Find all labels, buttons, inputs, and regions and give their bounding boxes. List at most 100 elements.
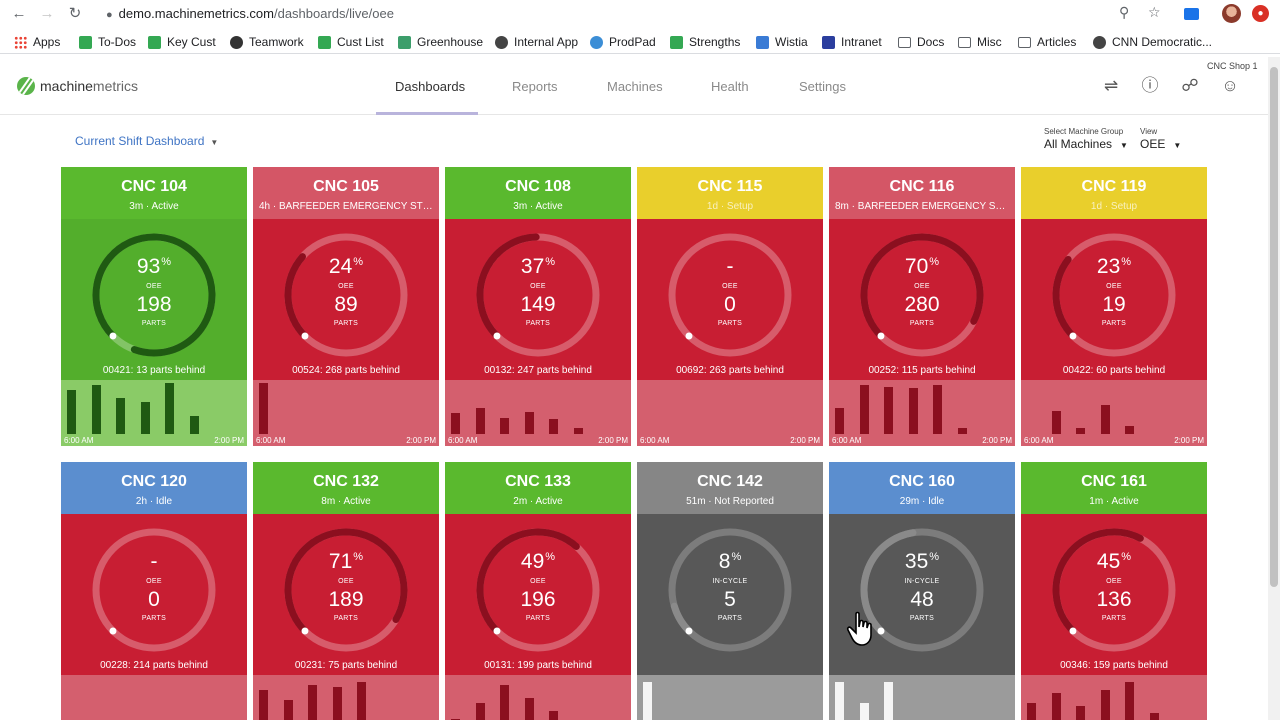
hour-bar [1076,706,1085,720]
bookmark-apps[interactable]: Apps [14,34,60,50]
bookmark-wistia[interactable]: Wistia [756,34,808,50]
gauge-start-dot [301,332,309,340]
machine-name[interactable]: CNC 119 [1081,178,1147,195]
bookmark-strengths[interactable]: Strengths [670,34,740,50]
bookmark-docs[interactable]: Docs [898,34,944,50]
machine-status: 51m · Not Reported [686,496,774,507]
hour-bar [283,700,293,720]
scrollbar[interactable] [1268,57,1280,720]
machine-card[interactable]: CNC 161 1m · Active 45% OEE 136 PARTS 00346: 1… [1021,462,1207,720]
gauge-start-dot [1069,627,1077,635]
app-header: machinemetrics Dashboards Reports Machin… [0,57,1268,115]
dashboard-select[interactable]: Current Shift Dashboard ▼ [75,134,218,148]
user-icon[interactable]: ☺ [1221,76,1239,95]
hour-bar [451,413,460,434]
machine-name[interactable]: CNC 120 [121,473,187,490]
hourly-bars [445,380,631,434]
extension-icon[interactable] [1184,8,1199,20]
machine-name[interactable]: CNC 104 [121,178,187,195]
url-path: /dashboards/live/oee [273,6,394,21]
star-icon[interactable]: ☆ [1148,4,1161,20]
bookmark-cust-list[interactable]: Cust List [318,34,384,50]
hour-bar [859,703,869,720]
machine-card[interactable]: CNC 115 1d · Setup - OEE 0 PARTS 00692: 263 pa… [637,167,823,720]
hour-bar [67,390,76,434]
machine-name[interactable]: CNC 108 [505,178,571,195]
machine-card[interactable]: CNC 105 4h · BARFEEDER EMERGENCY STOP 24% O… [253,167,439,720]
bookmark-internal-app[interactable]: Internal App [495,34,578,50]
bookmark-label: To-Dos [98,35,137,49]
machine-name[interactable]: CNC 142 [697,473,763,490]
bookmark-key-cust[interactable]: Key Cust [148,34,216,50]
nav-machines[interactable]: Machines [607,79,663,94]
hour-bar [500,685,509,720]
machine-card[interactable]: CNC 104 3m · Active 93% OEE 198 PARTS 00421: 1… [61,167,247,720]
view-select[interactable]: OEE ▼ [1140,137,1181,151]
hour-bar [1051,411,1061,434]
machine-status: 1d · Setup [706,201,754,212]
gauge-metric-label: OEE [722,283,738,290]
nav-health[interactable]: Health [711,79,749,94]
machine-card[interactable]: CNC 116 8m · BARFEEDER EMERGENCY STOP 70% O… [829,167,1015,720]
bookmark-cnn-democratic[interactable]: CNN Democratic... [1093,34,1212,50]
hour-bar [1027,703,1036,720]
url-field[interactable]: ● demo.machinemetrics.com/dashboards/live… [106,6,394,21]
bookmark-to-dos[interactable]: To-Dos [79,34,136,50]
hour-bar [549,419,558,434]
avatar[interactable] [1222,4,1241,23]
hour-bar [643,682,652,720]
nav-settings[interactable]: Settings [799,79,846,94]
nav-dashboards[interactable]: Dashboards [395,79,466,94]
machine-name[interactable]: CNC 105 [313,178,379,195]
machine-card[interactable]: CNC 142 51m · Not Reported 8% IN-CYCLE 5 PART… [637,462,823,720]
machine-name[interactable]: CNC 160 [889,473,955,490]
hourly-parts-chart: 6:00 AM2:00 PM [445,675,631,720]
machine-group-select[interactable]: All Machines ▼ [1044,137,1128,151]
machine-card[interactable]: CNC 119 1d · Setup 23% OEE 19 PARTS 00422: 60 … [1021,167,1207,720]
machine-card[interactable]: CNC 132 8m · Active 71% OEE 189 PARTS 00231: 7… [253,462,439,720]
bookmark-prodpad[interactable]: ProdPad [590,34,656,50]
card-body: - OEE 0 PARTS 00692: 263 parts behind [637,219,823,380]
extension-red-icon[interactable]: ● [1252,5,1269,22]
back-arrow-icon[interactable]: ← [11,5,27,22]
machine-name[interactable]: CNC 115 [697,178,763,195]
parts-label: PARTS [525,320,551,327]
machine-name[interactable]: CNC 116 [889,178,955,195]
scroll-thumb[interactable] [1270,67,1278,587]
shuffle-icon[interactable]: ⇌ [1103,76,1119,95]
bookmark-teamwork[interactable]: Teamwork [230,34,304,50]
percent-sign: % [545,256,556,268]
bookmark-label: Teamwork [249,35,304,49]
bookmark-intranet[interactable]: Intranet [822,34,882,50]
machine-card[interactable]: CNC 120 2h · Idle - OEE 0 PARTS 00228: 214 par… [61,462,247,720]
machinemetrics-logo[interactable]: machinemetrics [17,77,138,95]
percent-sign: % [545,551,556,563]
lock-icon[interactable]: ☍ [1181,76,1199,95]
help-icon[interactable]: ⓘ [1141,76,1159,95]
reload-icon[interactable]: ↻ [68,5,82,22]
machine-card[interactable]: CNC 133 2m · Active 49% OEE 196 PARTS 00131: 1… [445,462,631,720]
search-icon[interactable]: ⚲ [1119,4,1130,20]
machine-name[interactable]: CNC 161 [1081,473,1147,490]
machine-card[interactable]: CNC 160 29m · Idle 35% IN-CYCLE 48 PARTS [829,462,1015,720]
machine-name[interactable]: CNC 132 [313,473,379,490]
gauge-metric-label: OEE [530,578,546,585]
machine-card[interactable]: CNC 108 3m · Active 37% OEE 149 PARTS 00132: 2… [445,167,631,720]
bookmark-greenhouse[interactable]: Greenhouse [398,34,483,50]
parts-count: 196 [520,588,556,611]
parts-behind: 00692: 263 parts behind [676,365,784,376]
bookmark-articles[interactable]: Articles [1018,34,1076,50]
machine-name[interactable]: CNC 133 [505,473,571,490]
forward-arrow-icon[interactable]: → [39,5,55,22]
bookmark-label: Cust List [337,35,384,49]
oee-percent-value: 93 [136,255,161,278]
parts-count: 89 [334,293,358,316]
gauge-arc [1052,255,1077,340]
gauge-track [92,528,216,652]
bookmark-label: Misc [977,35,1002,49]
bookmark-label: Key Cust [167,35,216,49]
nav-reports[interactable]: Reports [512,79,558,94]
oee-percent: 45% [1021,550,1207,574]
bookmark-misc[interactable]: Misc [958,34,1002,50]
